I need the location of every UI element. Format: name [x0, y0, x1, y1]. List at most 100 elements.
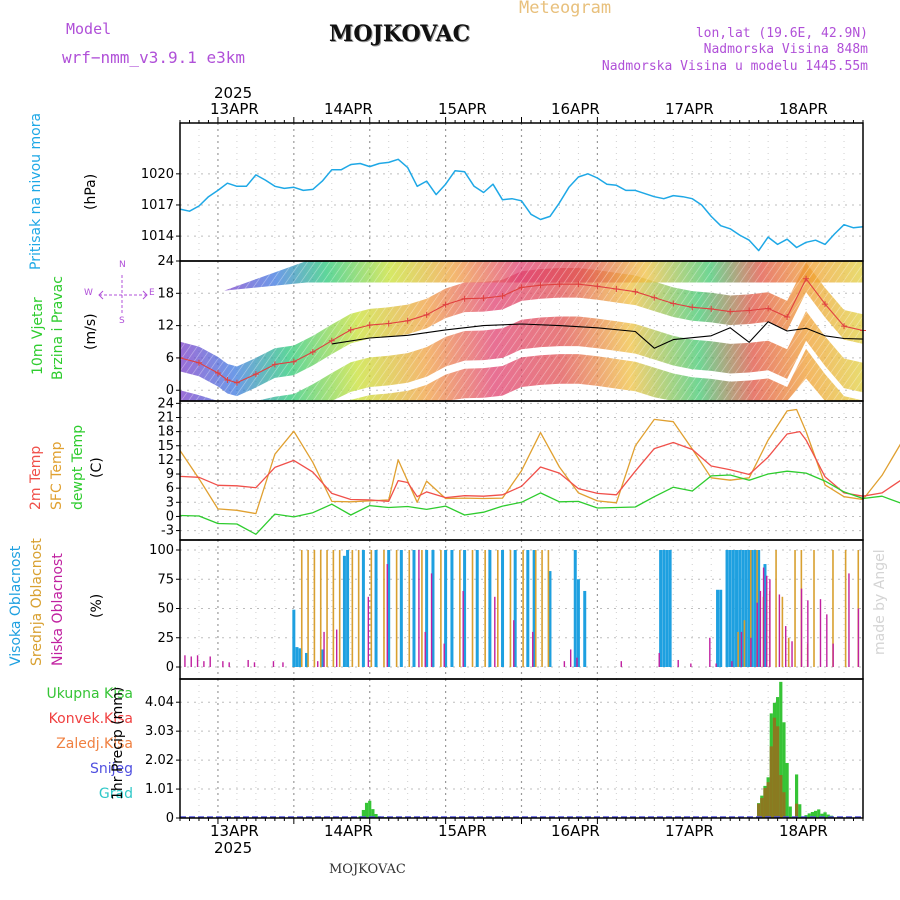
compass-n: N: [119, 260, 126, 270]
cloud-bar: [338, 550, 341, 667]
wind-speed-marker: [765, 305, 772, 312]
cloud-bar: [757, 550, 761, 667]
y-tick-label: 1014: [141, 229, 174, 244]
sfc-temp-line: [179, 408, 900, 515]
y-tick-label: 1017: [141, 198, 174, 213]
cloud-bar: [387, 550, 391, 667]
cloud-bar: [222, 661, 224, 667]
cloud-bar: [832, 643, 834, 667]
y-tick-label: 4.04: [145, 695, 174, 710]
precip-bar: [757, 803, 761, 818]
cloud-bar: [351, 550, 354, 667]
precip-bar: [782, 722, 786, 818]
cloud-bar: [342, 555, 346, 667]
wind-speed-marker: [271, 361, 278, 368]
cloud-bar: [319, 550, 322, 667]
cloud-bar: [459, 550, 461, 667]
precip-bar: [779, 681, 783, 818]
top-day-13: 13APR: [210, 100, 259, 118]
pressure-line: [179, 158, 864, 252]
cloud-bar: [844, 550, 847, 667]
cloud-bar: [399, 550, 403, 667]
cloud-bar: [738, 550, 742, 667]
y-tick-label: 0: [166, 811, 174, 826]
wind-mean-line: [331, 321, 864, 349]
wind-speed-marker: [233, 379, 240, 386]
cloud-bar: [791, 641, 793, 667]
precip-bar: [772, 717, 777, 818]
cloud-bar: [298, 648, 302, 667]
y-tick-label: 3: [166, 495, 174, 510]
cloud-bar: [690, 663, 692, 667]
cloud-bar: [534, 550, 537, 667]
cloud-bar: [665, 550, 669, 667]
cloud-bar: [756, 602, 758, 667]
cloud-bar: [357, 550, 360, 667]
bottom-day-13: 13APR: [210, 822, 259, 840]
cloud-bar: [383, 550, 385, 667]
precip-bar: [810, 811, 815, 818]
wind-speed-marker: [480, 295, 487, 302]
cloud-bar: [300, 550, 303, 667]
cloud-bar: [547, 550, 550, 667]
legend-total-rain: Ukupna Kisa: [46, 686, 133, 702]
wind-speed-marker: [423, 311, 430, 318]
wind-speed-marker: [347, 326, 354, 333]
cloud-bar: [367, 596, 370, 667]
station-title: MOJKOVAC: [329, 21, 471, 47]
precip-bar: [760, 797, 764, 818]
cloud-bar: [336, 629, 338, 667]
cloud-bar: [253, 662, 256, 667]
y-tick-label: 50: [157, 602, 174, 617]
wind-speed-marker: [195, 359, 202, 366]
wind-speed-marker: [290, 358, 297, 365]
cloud-bar: [731, 661, 733, 667]
model-label: Model: [66, 20, 112, 38]
wind-barb-hatch: [180, 348, 863, 401]
cloud-bar: [488, 550, 492, 667]
cloud-bar: [292, 609, 296, 667]
y-tick-label: -3: [161, 524, 174, 539]
wind-speed-line: [179, 278, 864, 384]
y-tick-label: 6: [166, 351, 174, 366]
precip-bar: [817, 809, 821, 818]
y-tick-label: 3.03: [145, 724, 174, 739]
cloud-bar: [573, 550, 577, 667]
cloud-bar: [313, 550, 316, 667]
cloud-bar: [813, 550, 815, 667]
cloud-bar: [395, 550, 398, 667]
cloud-bar: [576, 657, 578, 667]
cloud-bar: [668, 550, 672, 667]
bottom-year-label: 2025: [214, 839, 253, 857]
top-day-17: 17APR: [665, 100, 714, 118]
precip-bar: [776, 726, 780, 818]
cloud-bar: [513, 620, 515, 667]
cloud-bar: [444, 550, 448, 667]
wind-speed-marker: [784, 314, 791, 320]
cloud-bar: [513, 550, 517, 667]
cloud-bar: [522, 550, 524, 667]
wind-speed-marker: [803, 275, 810, 282]
cloud-bar: [753, 550, 757, 667]
cloud-bar: [744, 550, 748, 667]
cloud-bar: [750, 637, 752, 667]
wind-barb-hatch: [224, 261, 863, 291]
precip-bar: [785, 762, 789, 818]
cloud-bar: [659, 550, 663, 667]
precip-bar: [820, 813, 824, 818]
wind-speed-marker: [613, 286, 620, 292]
precip-bar: [823, 812, 827, 818]
model-elevation-label: Nadmorska Visina u modelu 1445.55m: [601, 59, 868, 74]
cloud-bar: [497, 550, 499, 667]
cloud-bar: [794, 550, 796, 667]
cloud-bar: [800, 588, 803, 667]
cloud-bar: [728, 550, 732, 667]
footer-station: MOJKOVAC: [329, 862, 406, 877]
cloud-bar: [501, 550, 505, 667]
cloud-bar: [532, 631, 534, 667]
cloud-bar: [848, 573, 850, 667]
cloud-bar: [677, 659, 679, 667]
top-year-label: 2025: [214, 84, 253, 102]
wind-speed-marker: [575, 281, 582, 288]
y-tick-label: 15: [157, 439, 174, 454]
